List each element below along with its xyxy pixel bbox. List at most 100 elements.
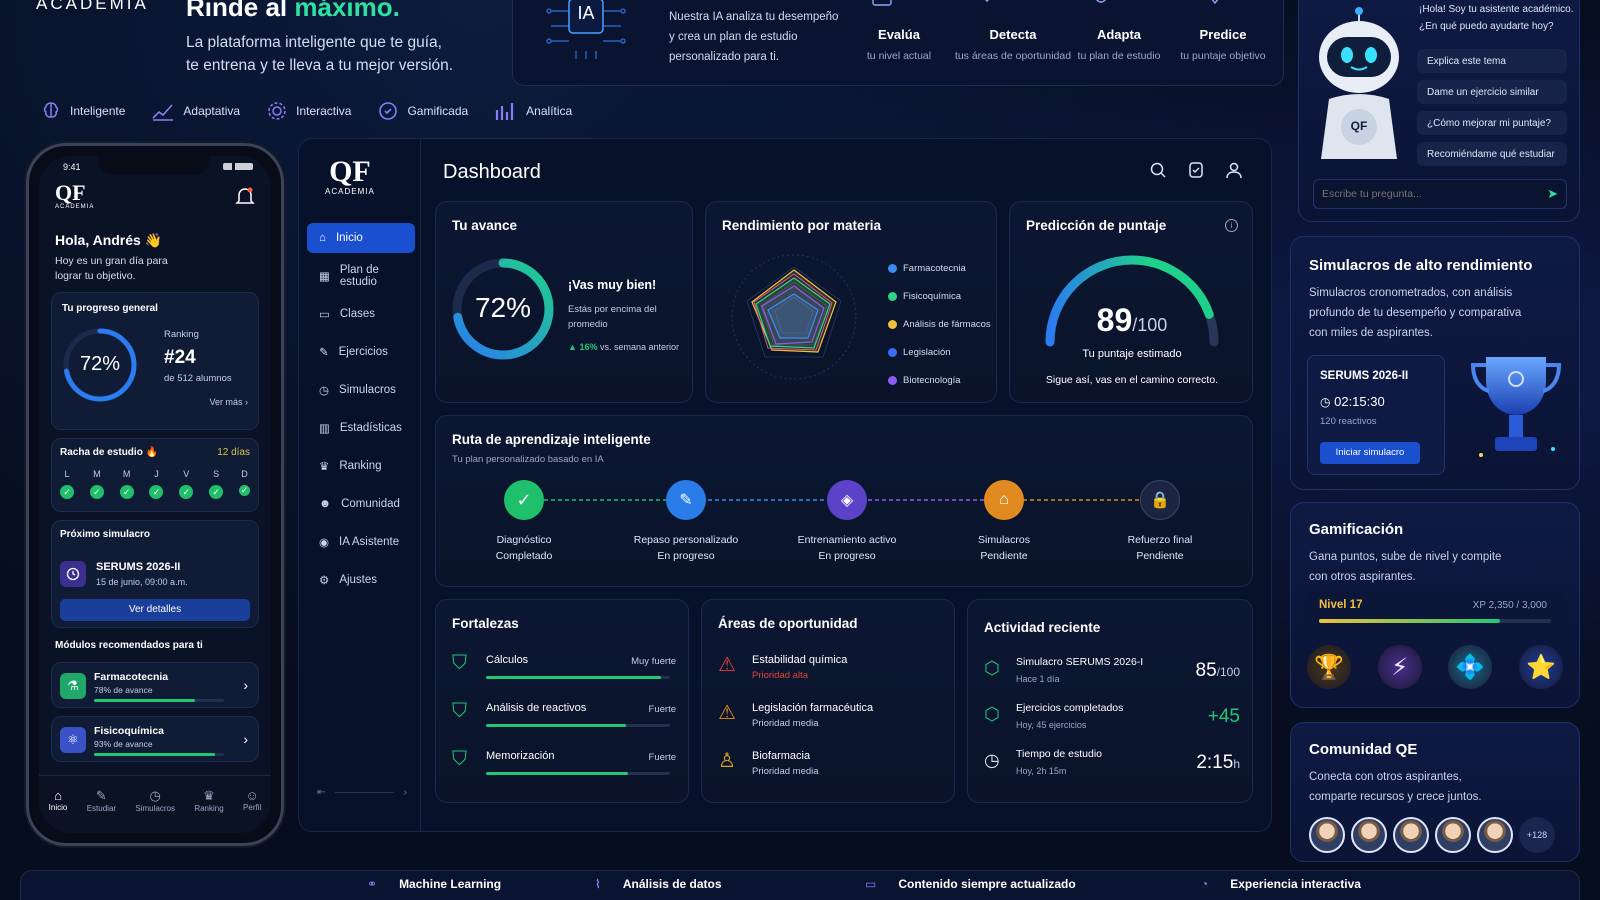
avance-desc: Estás por encima del promedio [568,302,657,332]
avance-card: Tu avance 72% ¡Vas muy bien! Estás por e… [435,201,693,403]
ruta-step-entrenamiento[interactable]: ◈ Entrenamiento activo En progreso [772,480,922,562]
start-simulacro-button[interactable]: Iniciar simulacro [1320,442,1420,464]
sidebar-item-inicio[interactable]: ⌂ Inicio [307,223,415,253]
sidebar-item-comunidad[interactable]: ☻ Comunidad [307,489,415,519]
avatar-row: +128 [1309,817,1555,853]
suggestion-chip[interactable]: ¿Cómo mejorar mi puntaje? [1417,111,1567,135]
radar-chart [714,242,874,392]
sidebar-item-ranking[interactable]: ♛ Ranking [307,451,415,481]
ruta-step-simulacros[interactable]: ⌂ Simulacros Pendiente [944,480,1064,562]
nav-inicio[interactable]: ⌂ Inicio [49,788,68,833]
more-members-badge[interactable]: +128 [1519,817,1555,853]
simulacros-desc-line: profundo de tu desempeño y comparativa [1309,307,1522,319]
nav-simulacros[interactable]: ◷ Simulacros [135,788,175,833]
home-icon: ⌂ [54,788,62,803]
sidebar-item-plan[interactable]: ▦ Plan de estudio [307,261,415,291]
score-label: Tu puntaje estimado [1082,348,1182,360]
fortaleza-bar [486,676,670,679]
ml-icon: ⚭ [367,877,378,891]
feature-gamificada: Gamificada [377,100,468,122]
ranking-label: Ranking [164,329,199,340]
shield-check-icon: ⛉ [452,652,467,674]
sidebar-collapse-control[interactable]: ⇤ › [317,785,407,799]
assistant-input-field[interactable] [1322,180,1532,208]
module-item[interactable]: ⚗ Farmacotecnia 78% de avance › [51,662,259,708]
ruta-step-refuerzo[interactable]: 🔒 Refuerzo final Pendiente [1100,480,1220,562]
search-icon[interactable] [1149,161,1167,179]
actividad-card: Actividad reciente ⬡ Simulacro SERUMS 20… [967,599,1253,803]
gear-icon [268,102,286,120]
legend-dot [888,347,897,357]
suggestion-chip[interactable]: Dame un ejercicio similar [1417,80,1567,104]
sidebar-item-ajustes[interactable]: ⚙ Ajustes [307,565,415,595]
xp-bar [1319,619,1551,623]
nav-label: Inicio [48,803,68,812]
phone-greeting: Hola, Andrés 👋 [55,232,163,248]
ia-step-title: Detecta [989,27,1037,42]
oportunidad-name: Legislación farmacéutica [752,702,874,714]
document-icon[interactable] [1187,161,1205,179]
sidebar-item-ia-asistente[interactable]: ◉ IA Asistente [307,527,415,557]
avance-delta: ▲ 16% vs. semana anterior [568,342,679,352]
greeting-sub-line: lograr tu objetivo. [55,270,136,282]
badge-icon [379,102,398,120]
suggestion-chip[interactable]: Explica este tema [1417,49,1567,73]
diamond-medal-icon: 💠 [1448,645,1493,689]
nav-perfil[interactable]: ☺ Perfil [243,788,261,833]
legend-item: Legislación [888,338,991,366]
sidebar-item-ejercicios[interactable]: ✎ Ejercicios [307,337,415,367]
sidebar-item-simulacros[interactable]: ◷ Simulacros [307,375,415,405]
nav-ranking[interactable]: ♛ Ranking [194,788,223,833]
home-icon: ⌂ [319,232,326,244]
oportunidad-title: Áreas de oportunidad [718,616,858,631]
avatar[interactable] [1351,817,1387,853]
streak-day: S ✓ [209,469,224,499]
shield-check-icon: ⛉ [452,700,467,722]
star-medal-icon: ⭐ [1518,645,1563,689]
fortaleza-item: ⛉ Cálculos Muy fuerte [452,652,676,692]
level-label: Nivel 17 [1319,599,1363,611]
module-item[interactable]: ⚛ Fisicoquímica 93% de avance › [51,716,259,762]
avatar[interactable] [1477,817,1513,853]
fortaleza-bar [486,772,670,775]
hero-subtitle-line: La plataforma inteligente que te guía, [186,34,442,51]
comunidad-desc-line: comparte recursos y crece juntos. [1309,791,1482,803]
avatar[interactable] [1435,817,1471,853]
prediccion-card: Predicción de puntaje i 89/100 Tu puntaj… [1009,201,1253,403]
suggestion-chip[interactable]: Recomiéndame qué estudiar [1417,142,1567,166]
bottom-strip-label: Análisis de datos [622,877,722,891]
ruta-step-diagnostico[interactable]: ✓ Diagnóstico Completado [464,480,584,562]
collapse-icon: ⇤ [317,786,326,798]
next-sim-button[interactable]: Ver detalles [60,599,250,621]
check-icon: ✓ [179,485,194,499]
actividad-value-unit: h [1233,757,1240,771]
bell-icon[interactable] [235,186,255,208]
phone-logo: QF ACADEMIA [55,182,94,211]
see-more-link[interactable]: Ver más › [209,397,248,407]
dash-logo-sub: ACADEMIA [325,187,375,196]
avatar[interactable] [1309,817,1345,853]
ia-step-adapta: Adapta tu plan de estudio [1059,27,1179,62]
ruta-connectors [544,499,1144,501]
avatar[interactable] [1393,817,1429,853]
legend-dot [888,263,897,273]
edit-icon: ✎ [666,480,706,520]
ruta-step-repaso[interactable]: ✎ Repaso personalizado En progreso [616,480,756,562]
prediccion-title: Predicción de puntaje [1026,218,1167,233]
actividad-value: 2:15h [1196,752,1240,774]
sidebar-item-estadisticas[interactable]: ▥ Estadísticas [307,413,415,443]
nav-label: Simulacros [135,804,175,813]
sidebar-item-clases[interactable]: ▭ Clases [307,299,415,329]
assistant-input[interactable]: ➤ [1313,179,1567,209]
send-icon[interactable]: ➤ [1547,186,1558,201]
sidebar-item-label: Inicio [335,232,363,244]
oportunidad-name: Biofarmacia [752,750,811,762]
info-icon[interactable]: i [1225,219,1238,232]
module-progress-text: 93% de avance [94,739,153,749]
fortaleza-name: Cálculos [486,654,529,666]
user-icon[interactable] [1225,161,1243,179]
nav-estudiar[interactable]: ✎ Estudiar [87,788,116,833]
streak-day: D ✓ [238,469,250,499]
phone-greeting-sub: Hoy es un gran día para lograr tu objeti… [55,254,168,284]
oportunidad-card: Áreas de oportunidad ⚠ Estabilidad quími… [701,599,955,803]
